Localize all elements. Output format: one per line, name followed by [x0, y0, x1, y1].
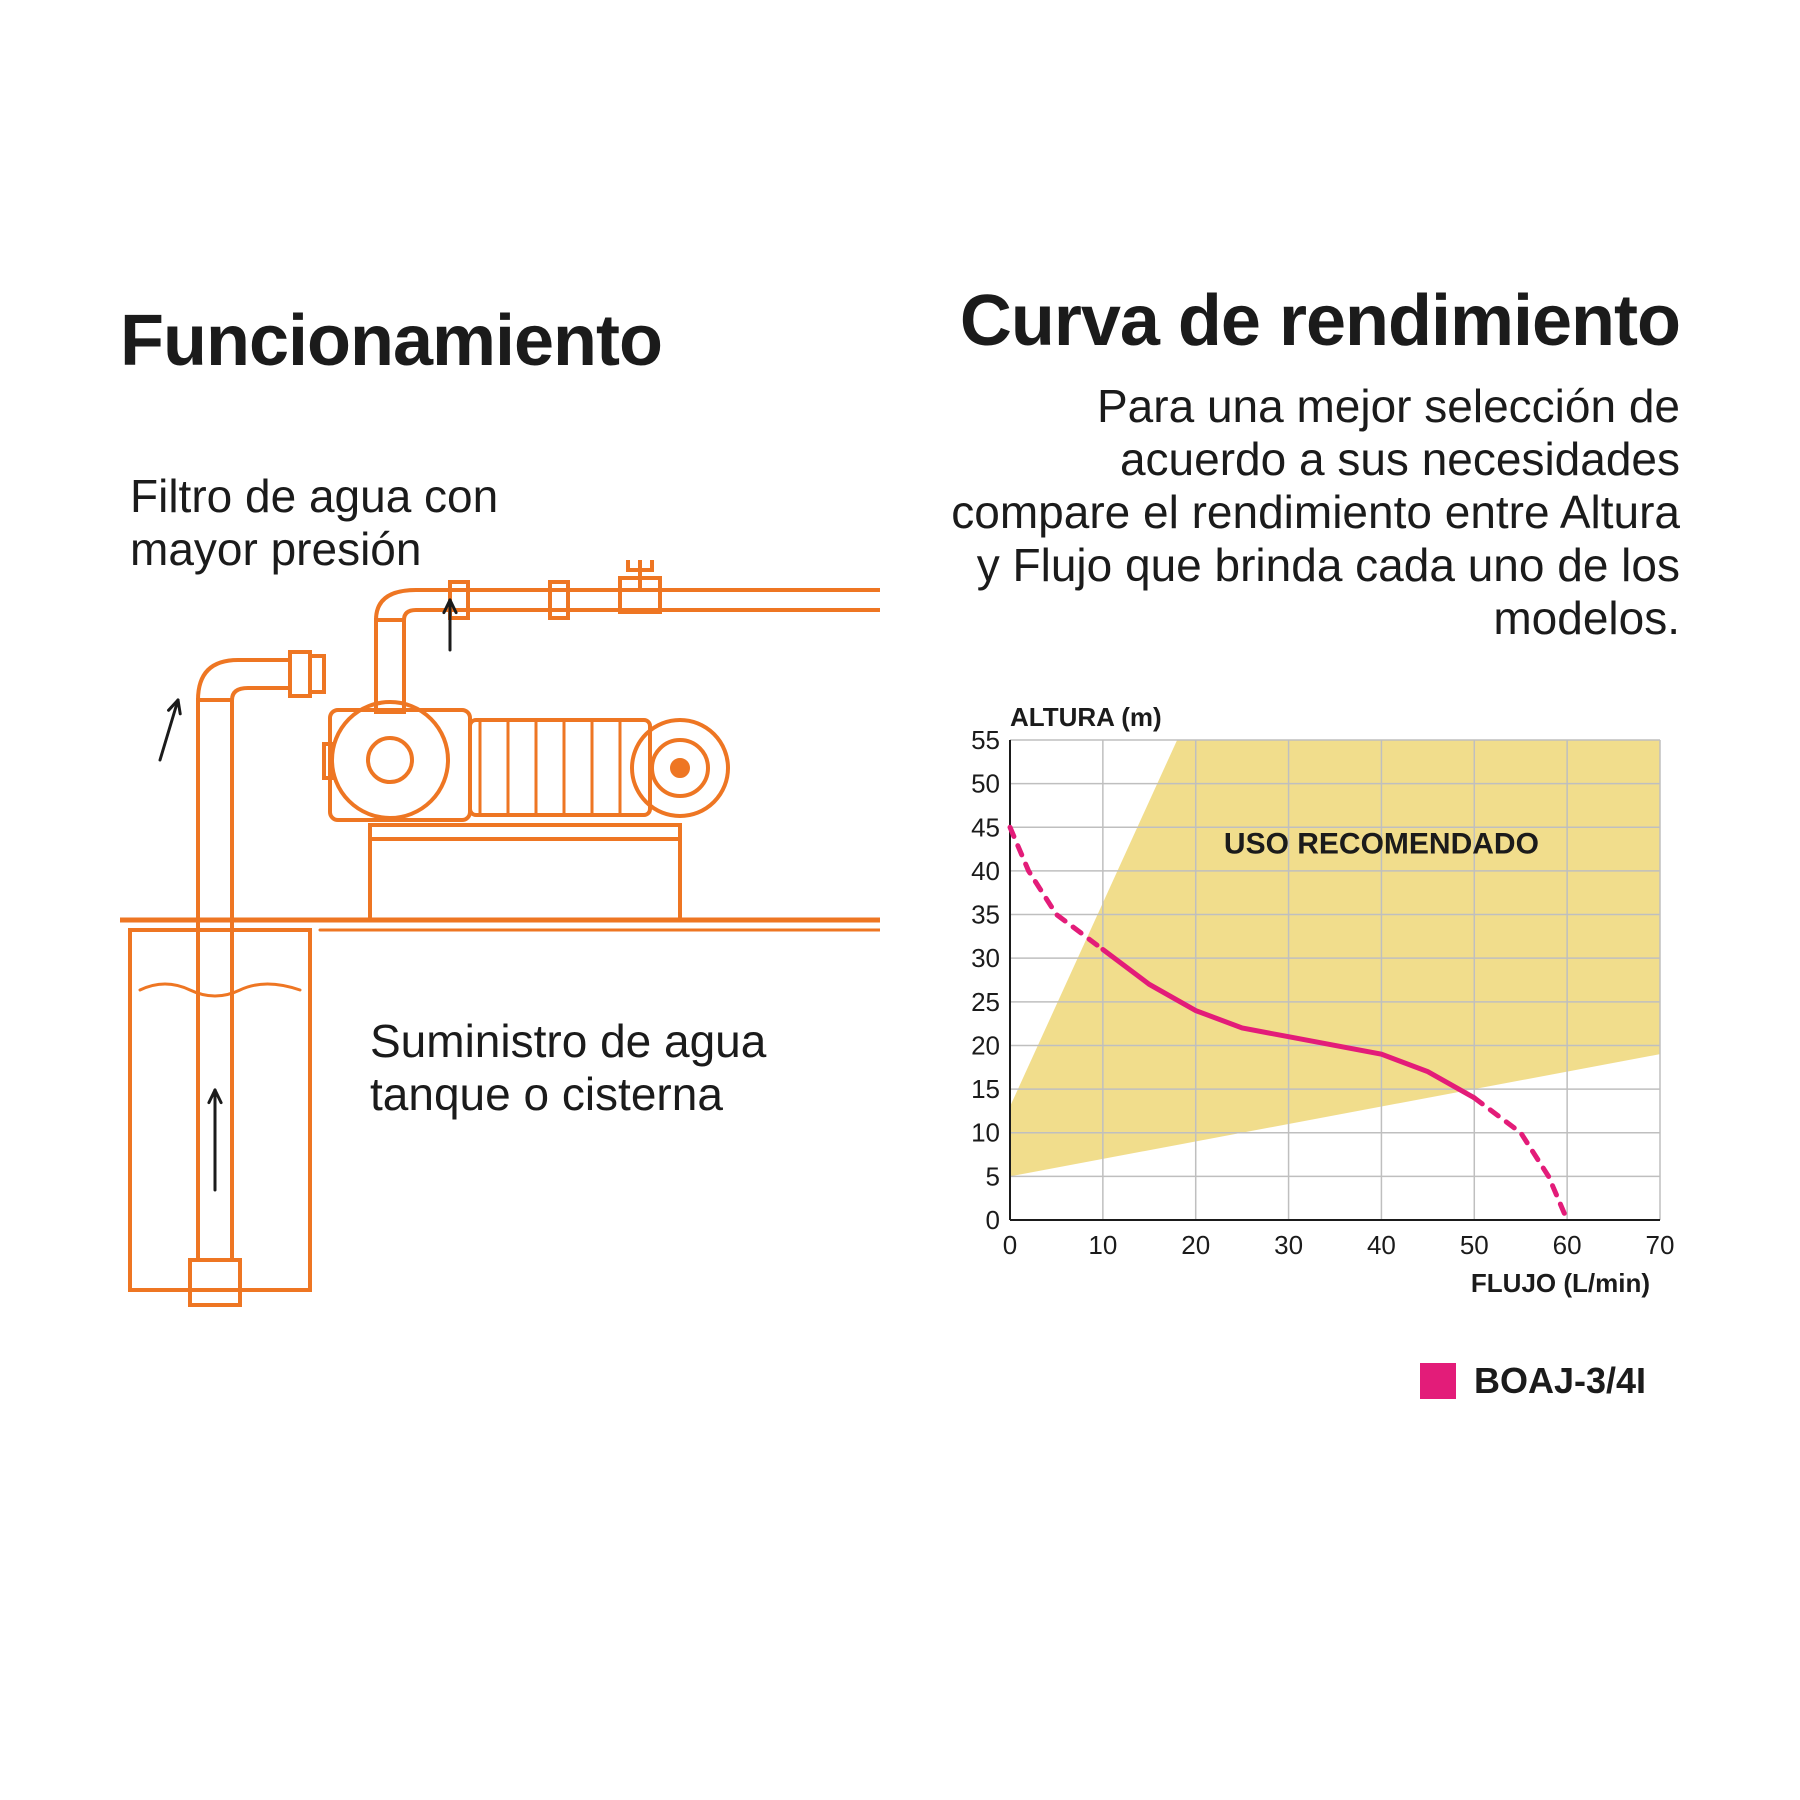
svg-text:20: 20	[971, 1030, 1000, 1060]
svg-text:15: 15	[971, 1074, 1000, 1104]
chart-legend: BOAJ-3/4I	[1420, 1360, 1646, 1402]
svg-text:20: 20	[1181, 1230, 1210, 1260]
svg-text:30: 30	[971, 943, 1000, 973]
legend-label: BOAJ-3/4I	[1474, 1360, 1646, 1402]
left-panel-title: Funcionamiento	[120, 300, 662, 382]
pump-diagram	[120, 560, 880, 1340]
svg-text:35: 35	[971, 900, 1000, 930]
svg-text:10: 10	[971, 1118, 1000, 1148]
svg-text:ALTURA (m): ALTURA (m)	[1010, 702, 1162, 732]
svg-text:50: 50	[971, 769, 1000, 799]
svg-text:10: 10	[1088, 1230, 1117, 1260]
svg-text:50: 50	[1460, 1230, 1489, 1260]
legend-swatch	[1420, 1363, 1456, 1399]
right-panel-title: Curva de rendimiento	[960, 280, 1680, 362]
svg-text:70: 70	[1646, 1230, 1675, 1260]
svg-text:FLUJO (L/min): FLUJO (L/min)	[1471, 1268, 1650, 1298]
svg-text:40: 40	[1367, 1230, 1396, 1260]
svg-text:0: 0	[986, 1205, 1000, 1235]
svg-text:45: 45	[971, 812, 1000, 842]
svg-text:55: 55	[971, 725, 1000, 755]
svg-text:60: 60	[1553, 1230, 1582, 1260]
svg-text:40: 40	[971, 856, 1000, 886]
svg-text:USO RECOMENDADO: USO RECOMENDADO	[1224, 827, 1539, 860]
svg-text:0: 0	[1003, 1230, 1017, 1260]
performance-chart: ALTURA (m) FLUJO (L/min) 0 5 10 15 20 25 30 35 40 4…	[940, 700, 1680, 1320]
diagram-label-supply: Suministro de aguatanque o cisterna	[370, 1015, 766, 1121]
right-panel-description: Para una mejor selección de acuerdo a su…	[940, 380, 1680, 644]
svg-text:25: 25	[971, 987, 1000, 1017]
svg-text:5: 5	[986, 1161, 1000, 1191]
svg-text:30: 30	[1274, 1230, 1303, 1260]
